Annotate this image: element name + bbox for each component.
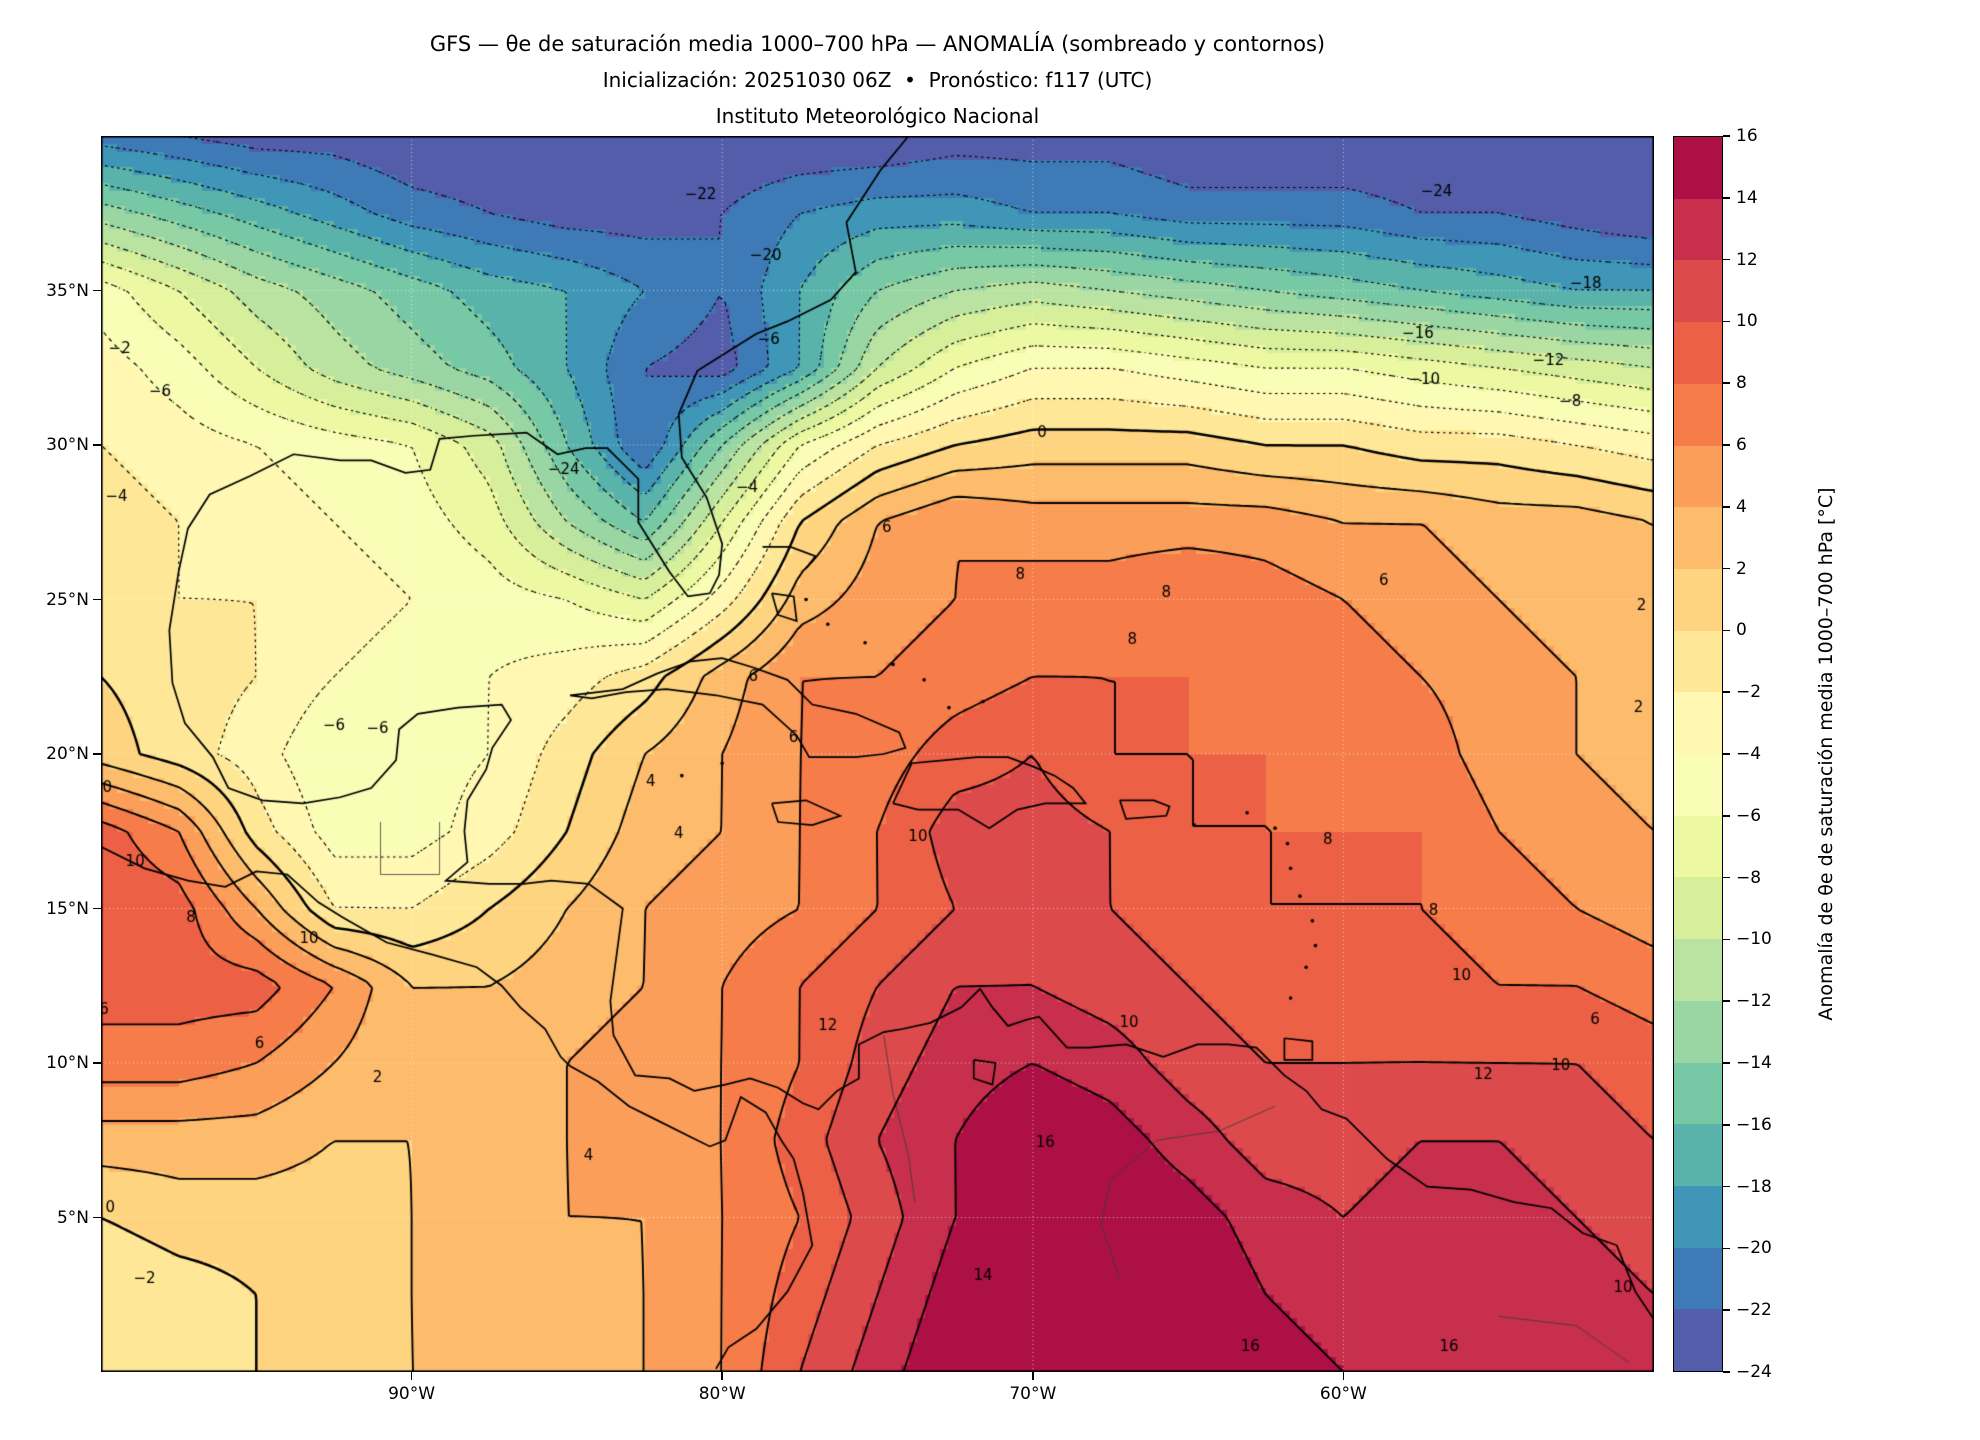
y-tick-label: 20°N (46, 744, 89, 764)
colorbar-tick-label: −14 (1736, 1053, 1772, 1073)
colorbar-segment (1674, 137, 1722, 199)
colorbar (1673, 136, 1723, 1372)
x-tick-mark (1032, 1372, 1034, 1380)
colorbar-segment (1674, 939, 1722, 1001)
colorbar-tick-mark (1723, 444, 1730, 446)
colorbar-tick-mark (1723, 135, 1730, 137)
y-tick-label: 25°N (46, 589, 89, 610)
colorbar-tick-mark (1723, 1247, 1730, 1250)
colorbar-tick-label: 2 (1736, 558, 1747, 579)
y-tick-label: 30°N (46, 435, 89, 455)
colorbar-tick-label: −10 (1736, 929, 1772, 950)
chart-subtitle-init-forecast: Inicialización: 20251030 06Z • Pronóstic… (602, 68, 1153, 92)
colorbar-tick-label: 14 (1736, 187, 1758, 208)
colorbar-segment (1674, 1185, 1722, 1248)
colorbar-segment (1674, 630, 1722, 693)
colorbar-segment (1674, 1247, 1722, 1310)
colorbar-tick-mark (1723, 938, 1730, 941)
colorbar-tick-label: −16 (1736, 1114, 1772, 1135)
colorbar-tick-mark (1723, 258, 1730, 261)
x-tick-label: 80°W (698, 1384, 746, 1404)
colorbar-tick-mark (1723, 753, 1730, 755)
map-canvas (101, 136, 1654, 1372)
colorbar-tick-label: −6 (1736, 805, 1762, 826)
colorbar-tick-label: −22 (1736, 1300, 1772, 1321)
colorbar-tick-label: −8 (1736, 867, 1762, 888)
colorbar-tick-mark (1723, 1185, 1730, 1188)
colorbar-segment (1674, 877, 1722, 940)
colorbar-segment (1674, 1309, 1722, 1372)
x-tick-label: 70°W (1009, 1384, 1057, 1404)
y-tick-mark (93, 289, 101, 292)
colorbar-tick-mark (1723, 1124, 1730, 1126)
colorbar-segment (1674, 198, 1722, 261)
x-tick-label: 90°W (388, 1384, 436, 1404)
colorbar-segment (1674, 260, 1722, 323)
colorbar-axis-label: Anomalía de θe de saturación media 1000–… (1815, 487, 1837, 1021)
y-tick-label: 5°N (56, 1207, 89, 1228)
colorbar-tick-label: −20 (1736, 1238, 1772, 1259)
y-tick-label: 10°N (46, 1053, 89, 1073)
colorbar-tick-mark (1723, 815, 1730, 817)
colorbar-tick-mark (1723, 1000, 1730, 1002)
colorbar-segment (1674, 568, 1722, 631)
colorbar-segment (1674, 445, 1722, 508)
colorbar-tick-label: −12 (1736, 991, 1772, 1012)
colorbar-tick-label: 16 (1736, 126, 1758, 146)
colorbar-segment (1674, 322, 1722, 384)
colorbar-tick-mark (1723, 1309, 1730, 1311)
colorbar-tick-label: 0 (1736, 620, 1747, 641)
y-tick-label: 15°N (46, 898, 89, 919)
chart-subtitle-institution: Instituto Meteorológico Nacional (715, 104, 1040, 128)
colorbar-tick-label: −4 (1736, 744, 1762, 764)
colorbar-tick-mark (1723, 382, 1730, 384)
y-tick-mark (93, 444, 101, 446)
colorbar-segment (1674, 1062, 1722, 1125)
colorbar-segment (1674, 1124, 1722, 1186)
y-tick-mark (93, 1062, 101, 1064)
colorbar-tick-mark (1723, 506, 1730, 508)
colorbar-tick-mark (1723, 876, 1730, 879)
x-tick-mark (1342, 1372, 1345, 1380)
colorbar-segment (1674, 507, 1722, 569)
colorbar-tick-mark (1723, 197, 1730, 199)
colorbar-tick-mark (1723, 567, 1730, 570)
x-tick-mark (721, 1372, 723, 1380)
x-tick-mark (410, 1372, 413, 1380)
y-tick-label: 35°N (46, 280, 89, 301)
colorbar-tick-mark (1723, 1371, 1730, 1373)
colorbar-tick-mark (1723, 691, 1730, 693)
colorbar-tick-mark (1723, 320, 1730, 323)
y-tick-mark (93, 1216, 101, 1219)
colorbar-segment (1674, 692, 1722, 755)
colorbar-tick-label: −18 (1736, 1176, 1772, 1197)
y-tick-mark (93, 907, 101, 910)
colorbar-segment (1674, 815, 1722, 878)
y-tick-mark (93, 753, 101, 755)
colorbar-tick-label: −2 (1736, 682, 1762, 703)
colorbar-tick-mark (1723, 1062, 1730, 1064)
colorbar-segment (1674, 754, 1722, 816)
colorbar-tick-label: 12 (1736, 249, 1758, 270)
x-tick-label: 60°W (1319, 1384, 1367, 1404)
colorbar-segment (1674, 1000, 1722, 1063)
colorbar-tick-label: 8 (1736, 373, 1747, 394)
title-block: GFS — θe de saturación media 1000–700 hP… (101, 26, 1654, 134)
colorbar-tick-label: 10 (1736, 311, 1758, 332)
y-tick-mark (93, 598, 101, 601)
chart-title: GFS — θe de saturación media 1000–700 hP… (429, 32, 1326, 56)
colorbar-tick-label: 4 (1736, 496, 1747, 517)
colorbar-tick-label: −24 (1736, 1362, 1772, 1382)
colorbar-tick-label: 6 (1736, 435, 1747, 455)
colorbar-tick-mark (1723, 629, 1730, 632)
colorbar-segment (1674, 383, 1722, 446)
